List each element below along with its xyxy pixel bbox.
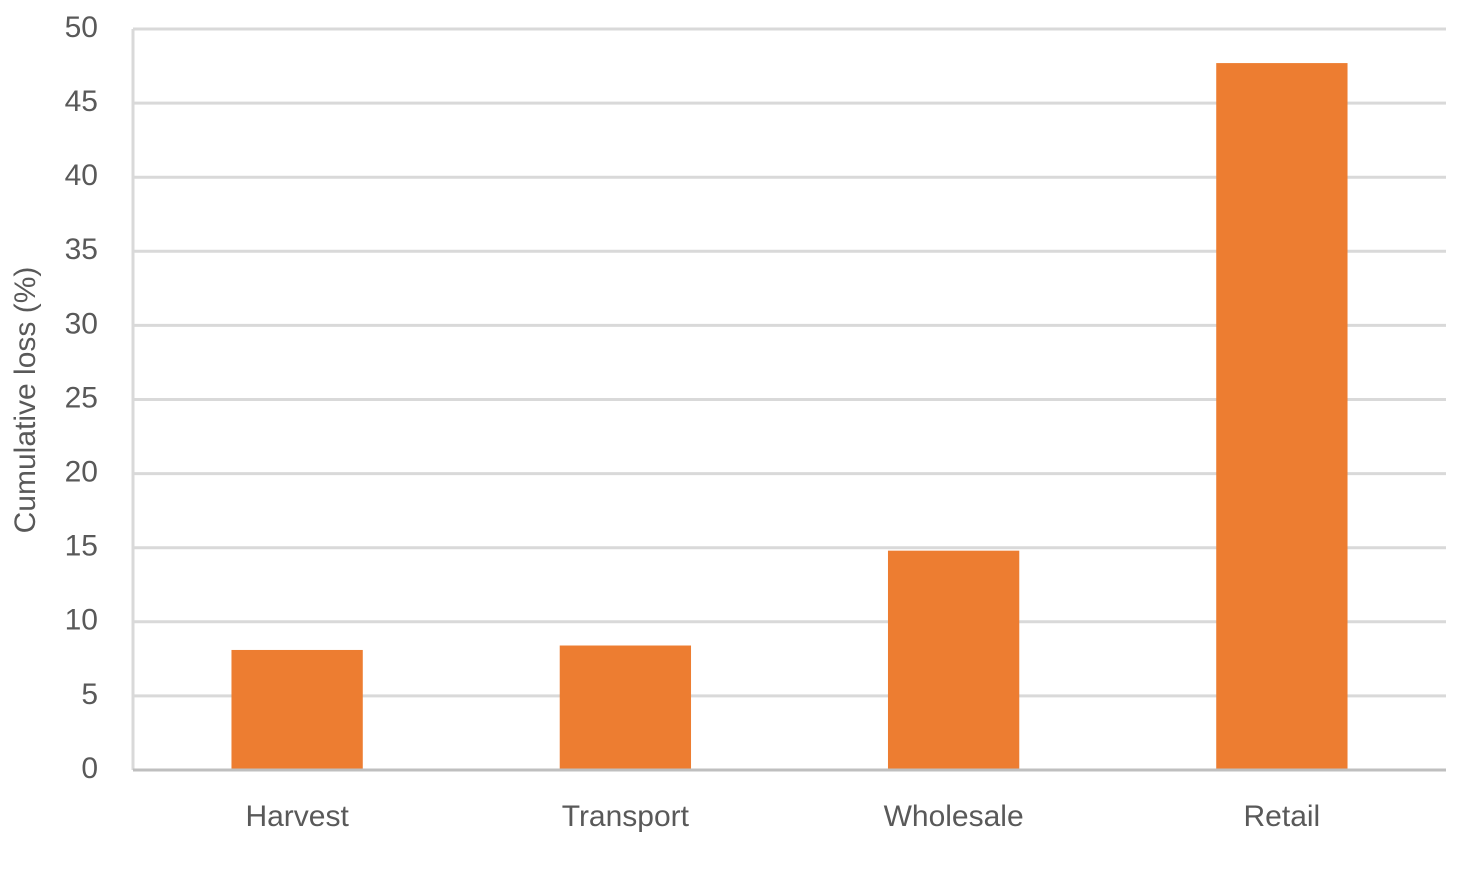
y-tick-label: 30 bbox=[65, 307, 98, 340]
y-tick-label: 10 bbox=[65, 604, 98, 637]
y-tick-label: 0 bbox=[81, 752, 98, 785]
bar bbox=[887, 550, 1020, 770]
bar bbox=[559, 645, 692, 770]
x-tick-label: Harvest bbox=[245, 800, 349, 833]
y-tick-label: 20 bbox=[65, 456, 98, 489]
x-tick-label: Transport bbox=[562, 800, 690, 833]
x-tick-label: Retail bbox=[1244, 800, 1321, 833]
bar bbox=[1216, 63, 1348, 770]
y-tick-label: 40 bbox=[65, 159, 98, 192]
bar bbox=[231, 649, 363, 770]
y-tick-label: 35 bbox=[65, 233, 98, 266]
y-tick-label: 50 bbox=[65, 11, 98, 44]
y-tick-label: 25 bbox=[65, 381, 98, 414]
y-tick-label: 5 bbox=[81, 678, 98, 711]
y-tick-label: 45 bbox=[65, 85, 98, 118]
y-axis-title: Cumulative loss (%) bbox=[9, 267, 42, 534]
y-tick-label: 15 bbox=[65, 530, 98, 563]
x-tick-label: Wholesale bbox=[884, 800, 1024, 833]
